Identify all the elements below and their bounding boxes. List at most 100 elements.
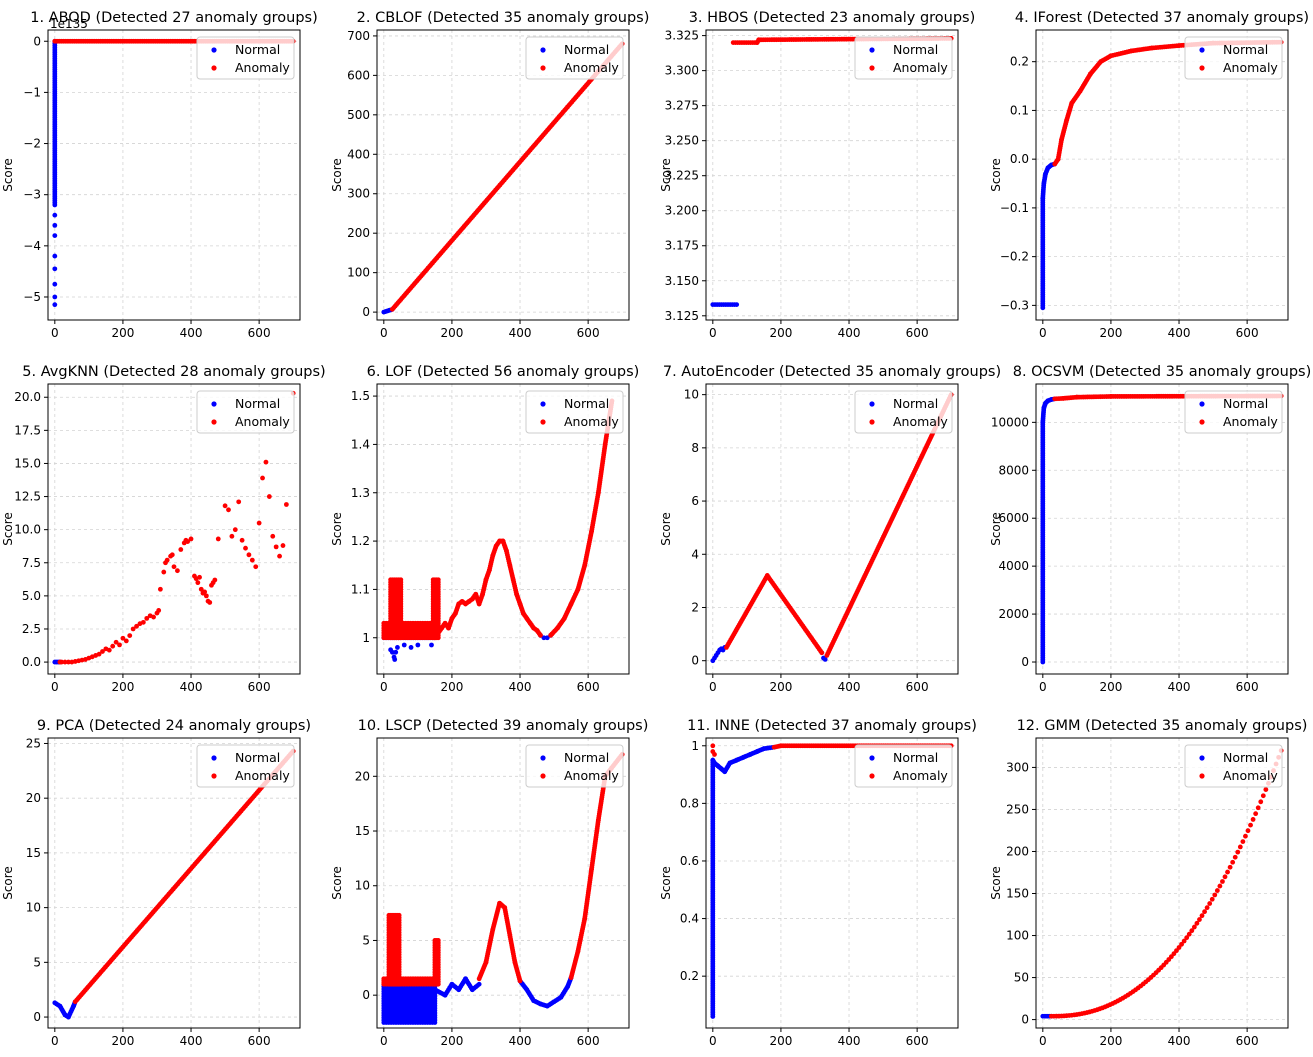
legend-marker bbox=[869, 419, 875, 425]
data-point bbox=[202, 589, 208, 595]
x-tick-label: 0 bbox=[709, 1034, 717, 1048]
legend: Normal Anomaly bbox=[854, 36, 953, 80]
legend-marker bbox=[211, 773, 217, 779]
data-point bbox=[52, 266, 58, 272]
grid bbox=[706, 30, 958, 320]
legend-box bbox=[1184, 36, 1283, 80]
data-point bbox=[140, 619, 146, 625]
legend-marker bbox=[540, 65, 546, 71]
y-axis-label: Score bbox=[330, 158, 344, 192]
x-tick-label: 600 bbox=[248, 326, 271, 340]
data-point bbox=[393, 649, 399, 655]
data-point bbox=[52, 294, 58, 300]
chart-title: 5. AvgKNN (Detected 28 anomaly groups) bbox=[22, 364, 325, 380]
legend: Normal Anomaly bbox=[854, 744, 953, 788]
axes-frame bbox=[376, 737, 630, 1029]
data-point bbox=[130, 626, 136, 632]
data-point bbox=[1181, 938, 1187, 944]
legend-label: Normal bbox=[564, 396, 609, 411]
chart-title: 8. OCSVM (Detected 35 anomaly groups) bbox=[1013, 364, 1312, 380]
legend: Normal Anomaly bbox=[196, 36, 295, 80]
data-point bbox=[1191, 924, 1197, 930]
x-tick-label: 400 bbox=[509, 680, 532, 694]
data-point bbox=[197, 574, 202, 580]
legend: Normal Anomaly bbox=[525, 36, 624, 80]
chart-title: 3. HBOS (Detected 23 anomaly groups) bbox=[689, 10, 976, 26]
axes-frame bbox=[1035, 737, 1289, 1029]
data-point bbox=[398, 577, 404, 583]
x-tick-label: 200 bbox=[769, 326, 792, 340]
axes-frame bbox=[705, 29, 959, 321]
y-tick-label: 10 bbox=[684, 388, 699, 402]
data-point bbox=[1232, 854, 1238, 860]
x-tick-label: 0 bbox=[51, 680, 59, 694]
data-point bbox=[435, 577, 441, 583]
axes-frame bbox=[705, 737, 959, 1029]
y-tick-label: 17.5 bbox=[14, 423, 41, 437]
legend-label: Anomaly bbox=[564, 414, 619, 429]
y-tick-label: 0.6 bbox=[680, 854, 699, 868]
data-point bbox=[822, 656, 828, 662]
y-tick-label: 8000 bbox=[998, 463, 1029, 477]
y-tick-label: 1.1 bbox=[351, 582, 370, 596]
data-point bbox=[178, 547, 184, 552]
y-tick-label: 300 bbox=[1006, 760, 1029, 774]
data-point bbox=[236, 499, 242, 505]
grid bbox=[1036, 738, 1288, 1028]
data-point bbox=[243, 545, 248, 551]
legend-box bbox=[196, 390, 295, 434]
data-point bbox=[1209, 896, 1215, 902]
panel-10: 0 200 400 600 0 5 10 15 20 10. LSCP (Detected 39 … bbox=[330, 718, 648, 1048]
data-point bbox=[226, 507, 231, 513]
legend-label: Normal bbox=[235, 750, 280, 765]
data-point bbox=[1255, 805, 1261, 811]
x-tick-label: 400 bbox=[838, 680, 861, 694]
axes-frame bbox=[705, 383, 959, 675]
data-point bbox=[96, 651, 102, 657]
data-point bbox=[429, 642, 434, 648]
x-tick-label: 0 bbox=[380, 326, 388, 340]
data-point bbox=[156, 608, 162, 613]
data-point bbox=[123, 638, 129, 644]
y-tick-label: −1 bbox=[23, 85, 41, 99]
x-tick-label: 200 bbox=[1099, 1034, 1122, 1048]
x-tick-label: 200 bbox=[769, 680, 792, 694]
y-tick-label: 0 bbox=[691, 654, 699, 668]
x-tick-label: 200 bbox=[440, 326, 463, 340]
data-marks bbox=[52, 390, 296, 665]
data-point bbox=[734, 302, 740, 307]
data-point bbox=[1230, 859, 1236, 865]
legend: Normal Anomaly bbox=[196, 390, 295, 434]
x-tick-label: 0 bbox=[380, 680, 388, 694]
legend-label: Anomaly bbox=[893, 768, 948, 783]
data-point bbox=[110, 643, 116, 649]
panel-2: 0 200 400 600 0 100 200 300 400 500 600 700 2. CBLOF… bbox=[330, 10, 649, 340]
legend-box bbox=[196, 36, 295, 80]
legend-marker bbox=[1199, 755, 1205, 761]
y-tick-label: 200 bbox=[1006, 844, 1029, 858]
panel-11: 0 200 400 600 0.2 0.4 0.6 0.8 1 11. INNE (Detecte… bbox=[659, 718, 977, 1048]
legend-label: Anomaly bbox=[235, 414, 290, 429]
data-point bbox=[207, 600, 213, 605]
legend-marker bbox=[1199, 401, 1205, 407]
x-tick-label: 600 bbox=[248, 1034, 271, 1048]
legend: Normal Anomaly bbox=[854, 390, 953, 434]
chart-title: 7. AutoEncoder (Detected 35 anomaly grou… bbox=[663, 364, 1001, 380]
data-point bbox=[277, 553, 282, 559]
x-tick-label: 600 bbox=[906, 326, 929, 340]
y-axis-label: Score bbox=[330, 512, 344, 546]
axes-frame bbox=[1035, 383, 1289, 675]
y-tick-label: 20 bbox=[355, 769, 370, 783]
y-tick-label: 200 bbox=[347, 226, 370, 240]
y-tick-label: 4 bbox=[691, 547, 699, 561]
data-point bbox=[544, 635, 550, 641]
legend-marker bbox=[211, 401, 217, 407]
y-tick-label: −5 bbox=[23, 290, 41, 304]
panel-4: 0 200 400 600 −0.3 −0.2 −0.1 0.0 0.1 0.2 4. IFores… bbox=[989, 10, 1309, 340]
data-point bbox=[1240, 839, 1246, 844]
data-point bbox=[1237, 844, 1243, 850]
data-point bbox=[52, 253, 58, 259]
x-tick-label: 400 bbox=[1168, 1034, 1191, 1048]
data-point bbox=[52, 302, 58, 308]
y-tick-label: 3.150 bbox=[665, 274, 699, 288]
